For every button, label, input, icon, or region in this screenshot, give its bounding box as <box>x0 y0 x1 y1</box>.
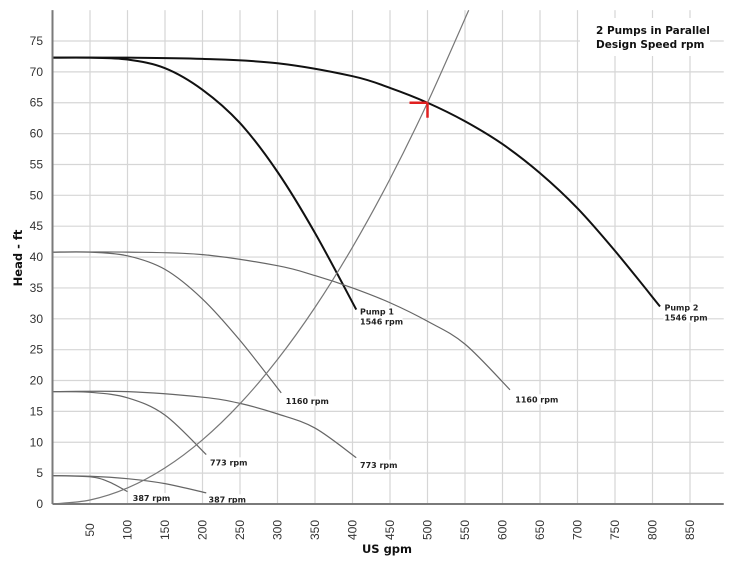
curve-label: 1160 rpm <box>286 397 329 406</box>
y-tick-label: 15 <box>30 404 44 418</box>
curve-label-bg <box>514 394 558 405</box>
y-tick-label: 75 <box>30 34 44 48</box>
curve-label-bg <box>663 312 708 323</box>
y-tick-label: 5 <box>36 466 43 480</box>
curve-pump-2-1546-rpm-parallel <box>52 56 661 308</box>
curve-label-bg <box>131 493 171 504</box>
x-tick-label: 450 <box>383 520 397 540</box>
x-tick-label: 550 <box>458 520 472 540</box>
curve-label: 387 rpm <box>209 495 247 504</box>
curve-label: 1546 rpm <box>360 318 403 327</box>
x-tick-label: 50 <box>83 523 97 537</box>
y-tick-label: 60 <box>30 127 44 141</box>
y-axis-ticks: 0 5 10 15 20 25 30 35 40 45 50 55 60 65 70 75 <box>30 34 44 511</box>
operating-point-marker <box>409 101 429 118</box>
curve-label-bg <box>359 459 398 470</box>
y-tick-label: 55 <box>30 157 44 171</box>
curve-label: Pump 1 <box>360 308 394 317</box>
curve-system-curve <box>52 10 470 505</box>
x-axis-title: US gpm <box>362 542 412 556</box>
x-tick-label: 500 <box>421 520 435 540</box>
x-tick-label: 100 <box>121 520 135 540</box>
curve-label: 1546 rpm <box>665 313 708 322</box>
curve-label: 1160 rpm <box>515 395 558 404</box>
x-tick-label: 200 <box>196 520 210 540</box>
x-tick-label: 700 <box>571 520 585 540</box>
y-tick-label: 35 <box>30 281 44 295</box>
y-tick-label: 0 <box>36 497 43 511</box>
y-tick-label: 30 <box>30 312 44 326</box>
curve-label-bg <box>284 396 329 407</box>
y-tick-label: 65 <box>30 96 44 110</box>
y-tick-label: 25 <box>30 343 44 357</box>
x-tick-label: 850 <box>683 520 697 540</box>
curve-label-bg <box>663 302 697 313</box>
x-tick-label: 400 <box>346 520 360 540</box>
curve-label-bg <box>207 494 246 505</box>
x-tick-label: 800 <box>646 520 660 540</box>
x-tick-label: 350 <box>308 520 322 540</box>
grid-lines <box>52 10 724 504</box>
curve-label: 773 rpm <box>360 461 398 470</box>
curve-label: 773 rpm <box>210 458 248 467</box>
curve-773-rpm-single <box>52 391 207 456</box>
chart-title-box: 2 Pumps in Parallel Design Speed rpm <box>580 18 710 56</box>
x-tick-label: 650 <box>533 520 547 540</box>
curve-label-bg <box>209 457 248 468</box>
y-tick-label: 50 <box>30 188 44 202</box>
y-axis-title: Head - ft <box>11 229 25 286</box>
x-tick-label: 150 <box>158 520 172 540</box>
y-tick-label: 40 <box>30 250 44 264</box>
curve-1160-rpm-parallel <box>52 251 511 391</box>
curve-387-rpm-single <box>52 475 128 493</box>
curve-1160-rpm-single <box>52 251 282 394</box>
title-background <box>580 18 710 56</box>
y-tick-label: 45 <box>30 219 44 233</box>
curve-pump-1-1546-rpm-single <box>52 56 358 311</box>
x-tick-label: 250 <box>233 520 247 540</box>
x-tick-label: 600 <box>496 520 510 540</box>
y-tick-label: 20 <box>30 374 44 388</box>
curve-label-bg <box>359 306 393 317</box>
x-tick-label: 300 <box>271 520 285 540</box>
y-tick-label: 10 <box>30 435 44 449</box>
y-tick-label: 70 <box>30 65 44 79</box>
chart-title-line-2: Design Speed rpm <box>596 39 705 51</box>
curve-label: 387 rpm <box>133 494 171 503</box>
curve-387-rpm-parallel <box>52 475 207 494</box>
curve-label: Pump 2 <box>665 303 699 312</box>
x-tick-label: 750 <box>608 520 622 540</box>
x-axis-ticks: 50 100 150 200 250 300 350 400 450 500 550 600 650 70… <box>83 520 697 540</box>
chart-title-line-1: 2 Pumps in Parallel <box>596 25 710 37</box>
curve-label-bg <box>359 316 403 327</box>
